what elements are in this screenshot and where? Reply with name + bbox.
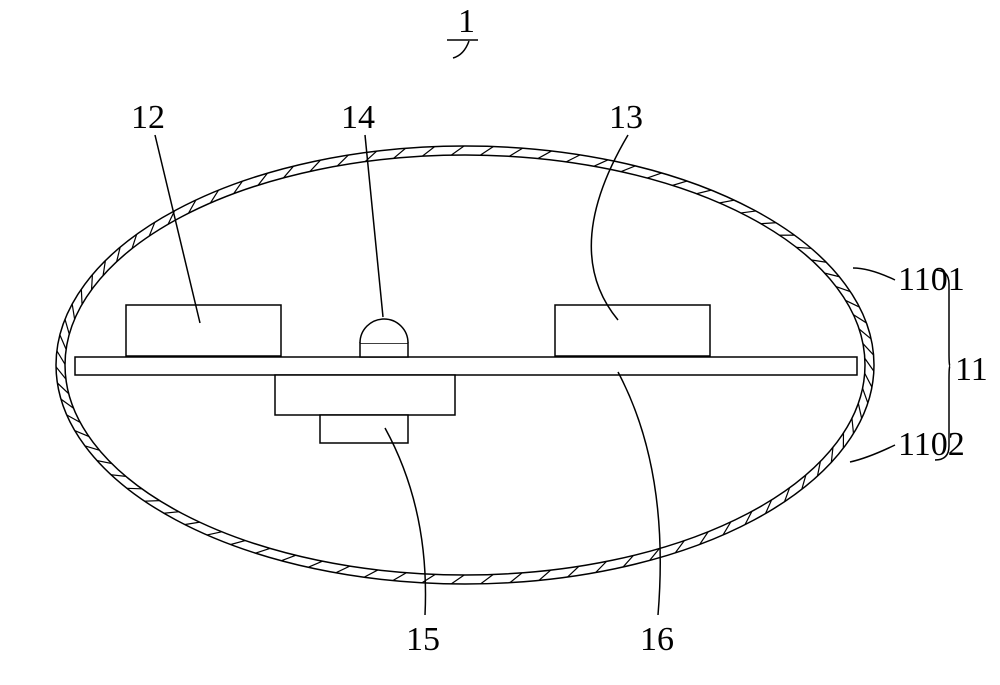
dome-14-base (360, 343, 408, 357)
assembly-15-upper (275, 375, 455, 415)
leader-12 (155, 135, 200, 323)
block-13 (555, 305, 710, 356)
label-l15: 15 (406, 621, 440, 658)
label-l11: 11 (955, 351, 988, 388)
assembly-15-lower (320, 415, 408, 443)
leader-1101 (853, 268, 895, 280)
board-16 (75, 357, 857, 375)
leader-16 (618, 372, 660, 615)
technical-diagram: 1 12 14 13 15 16 1101 1102 11 (0, 0, 1000, 685)
label-l14: 14 (341, 99, 375, 136)
label-l13: 13 (609, 99, 643, 136)
label-l12: 12 (131, 99, 165, 136)
label-l1101: 1101 (898, 261, 965, 298)
leader-15 (385, 428, 426, 615)
label-l1102: 1102 (898, 426, 965, 463)
leader-1102 (850, 445, 895, 462)
label-main-tail (453, 41, 469, 58)
label-main: 1 (458, 3, 475, 40)
dome-14-cap (360, 319, 408, 343)
leader-14 (365, 135, 383, 317)
block-12 (126, 305, 281, 356)
label-l16: 16 (640, 621, 674, 658)
